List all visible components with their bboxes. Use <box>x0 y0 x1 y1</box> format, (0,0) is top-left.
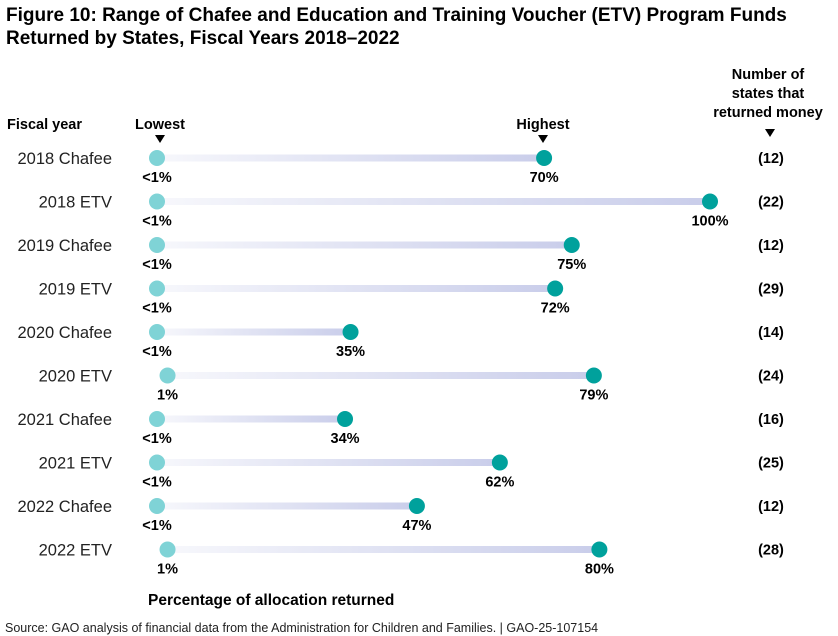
low-value-label: <1% <box>142 214 172 230</box>
low-dot <box>149 280 165 297</box>
low-value-label: <1% <box>142 431 172 447</box>
count-label: (29) <box>758 282 784 298</box>
row-label: 2018 Chafee <box>18 150 113 168</box>
high-dot <box>408 498 425 514</box>
high-value-label: 70% <box>530 170 559 186</box>
high-value-label: 80% <box>585 562 614 578</box>
chart-title: Figure 10: Range of Chafee and Education… <box>6 5 787 49</box>
high-arrow-icon <box>538 135 548 143</box>
high-value-label: 34% <box>331 431 360 447</box>
range-bar <box>167 546 600 553</box>
low-dot <box>149 411 165 427</box>
count-label: (14) <box>758 325 784 341</box>
range-bar <box>157 285 556 292</box>
low-value-label: <1% <box>142 475 172 491</box>
range-bar <box>157 154 545 162</box>
range-bar <box>157 328 351 336</box>
high-dot <box>342 324 359 340</box>
high-dot <box>591 541 608 558</box>
low-value-label: <1% <box>142 257 172 273</box>
low-value-label: <1% <box>142 170 172 186</box>
high-dot <box>491 454 508 471</box>
row-label: 2019 ETV <box>39 281 112 299</box>
range-bar <box>157 459 500 466</box>
count-label: (12) <box>758 151 784 167</box>
count-label: (22) <box>758 195 784 211</box>
low-value-label: 1% <box>157 388 178 404</box>
high-value-label: 62% <box>485 475 514 491</box>
low-dot <box>149 498 165 514</box>
count-label: (16) <box>758 412 784 428</box>
range-bar <box>167 372 594 379</box>
high-value-label: 35% <box>336 344 365 360</box>
high-value-label: 79% <box>579 388 608 404</box>
high-dot <box>563 237 580 253</box>
range-bar <box>157 198 710 205</box>
high-value-label: 72% <box>541 301 570 317</box>
count-header-line: states that <box>732 86 805 102</box>
high-dot <box>702 193 718 210</box>
range-bar <box>157 415 346 423</box>
high-dot <box>585 367 602 384</box>
row-label: 2022 Chafee <box>18 498 113 516</box>
low-dot <box>159 367 176 384</box>
count-label: (28) <box>758 543 784 559</box>
range-bar <box>157 241 572 249</box>
count-label: (25) <box>758 456 784 472</box>
count-label: (12) <box>758 238 784 254</box>
high-value-label: 47% <box>402 518 431 534</box>
high-value-label: 100% <box>691 214 728 230</box>
row-label: 2021 ETV <box>39 455 112 473</box>
low-dot <box>149 454 165 471</box>
row-label: 2022 ETV <box>39 542 112 560</box>
row-label: 2018 ETV <box>39 194 112 212</box>
range-bar <box>157 502 417 510</box>
count-arrow-icon <box>765 129 775 137</box>
row-label: 2021 Chafee <box>18 411 113 429</box>
low-dot <box>149 150 165 166</box>
high-dot <box>536 150 553 166</box>
row-header: Fiscal year <box>7 117 82 133</box>
count-label: (24) <box>758 369 784 385</box>
low-dot <box>149 324 165 340</box>
high-value-label: 75% <box>557 257 586 273</box>
high-dot <box>337 411 354 427</box>
low-value-label: <1% <box>142 344 172 360</box>
low-dot <box>159 541 176 558</box>
low-arrow-icon <box>155 135 165 143</box>
low-header: Lowest <box>135 117 185 133</box>
count-label: (12) <box>758 499 784 515</box>
count-header-line: Number of <box>732 67 805 83</box>
source-note: Source: GAO analysis of financial data f… <box>5 621 598 635</box>
high-header: Highest <box>516 117 569 133</box>
row-label: 2020 ETV <box>39 368 112 386</box>
row-label: 2020 Chafee <box>18 324 113 342</box>
low-value-label: <1% <box>142 301 172 317</box>
low-value-label: 1% <box>157 562 178 578</box>
low-value-label: <1% <box>142 518 172 534</box>
row-label: 2019 Chafee <box>18 237 113 255</box>
high-dot <box>547 280 564 297</box>
low-dot <box>149 193 165 210</box>
count-header-line: returned money <box>713 105 823 121</box>
x-axis-label: Percentage of allocation returned <box>148 592 394 609</box>
low-dot <box>149 237 165 253</box>
